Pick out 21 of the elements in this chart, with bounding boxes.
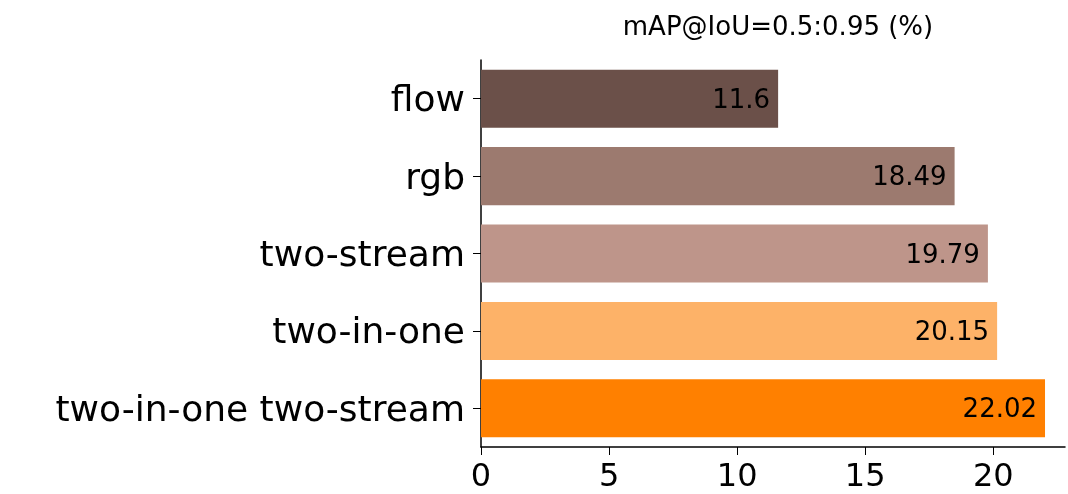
y-tick-label: flow <box>390 78 465 120</box>
data-label: 20.15 <box>914 315 990 346</box>
bar <box>481 224 988 283</box>
x-tick-label: 10 <box>716 456 758 494</box>
data-label: 18.49 <box>872 161 947 192</box>
bar <box>481 301 998 360</box>
bar <box>481 147 955 206</box>
data-label: 22.02 <box>962 393 1038 424</box>
y-tick-label: two-in-one <box>272 310 465 352</box>
x-tick-label: 0 <box>470 456 492 494</box>
y-tick-label: two-in-one two-stream <box>55 387 465 429</box>
x-tick-label: 20 <box>972 456 1014 494</box>
chart-title: mAP@IoU=0.5:0.95 (%) <box>622 11 934 41</box>
x-tick-label: 5 <box>598 456 620 494</box>
bar <box>481 379 1046 438</box>
x-tick-label: 15 <box>844 456 886 494</box>
y-tick-label: two-stream <box>259 233 465 274</box>
data-label: 11.6 <box>712 83 771 114</box>
bar <box>481 69 779 128</box>
y-tick-label: rgb <box>405 155 465 197</box>
data-label: 19.79 <box>905 238 980 269</box>
